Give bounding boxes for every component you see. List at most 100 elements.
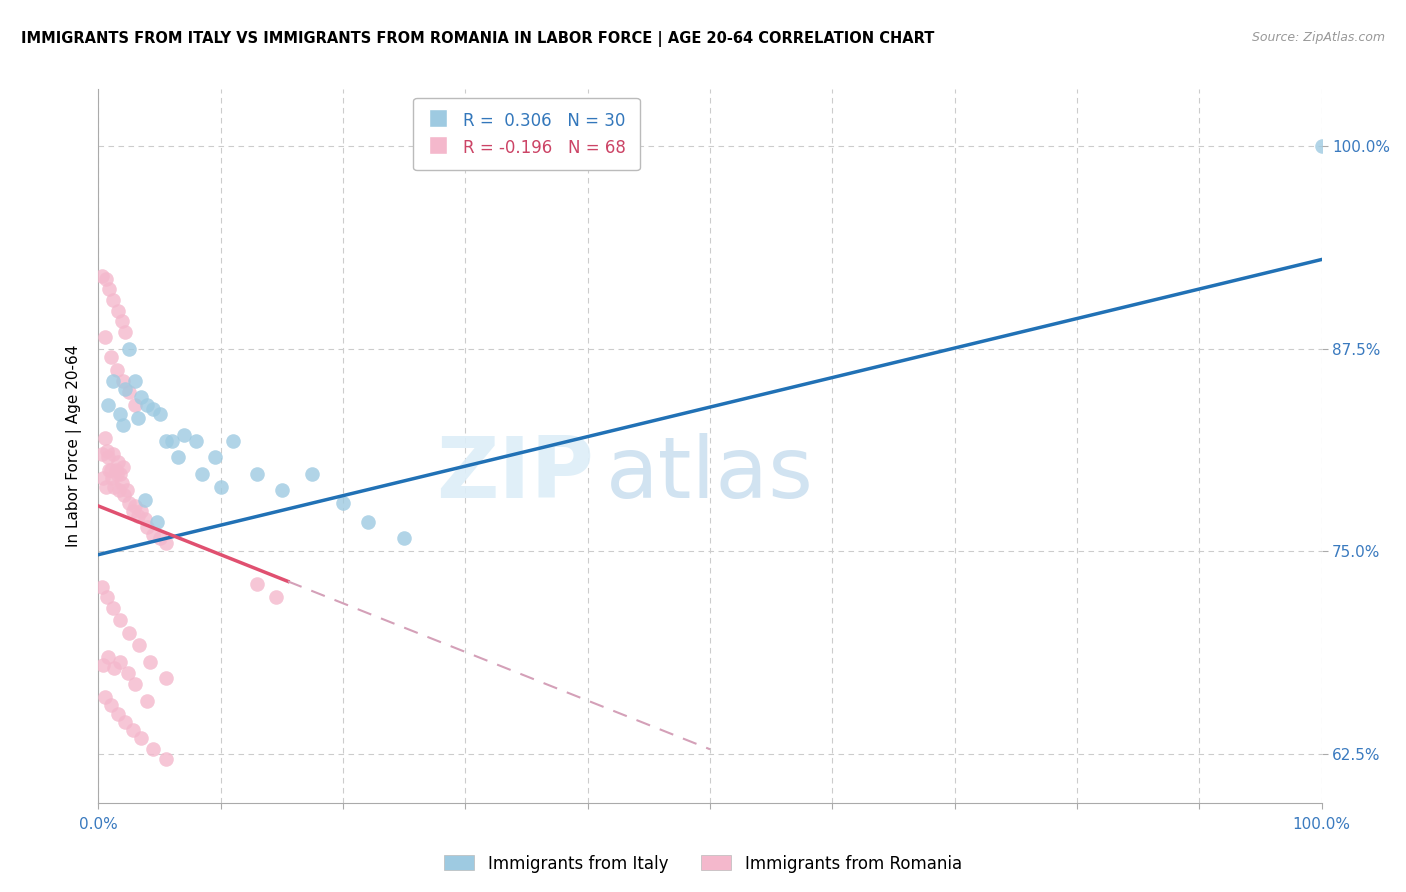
Legend: Immigrants from Italy, Immigrants from Romania: Immigrants from Italy, Immigrants from R… — [437, 848, 969, 880]
Point — [191, 467, 214, 481]
Point — [264, 590, 287, 604]
Point — [97, 450, 120, 465]
Point — [134, 492, 156, 507]
Point — [96, 443, 118, 458]
Point — [91, 471, 114, 485]
Point — [136, 520, 159, 534]
Text: ZIP: ZIP — [436, 433, 593, 516]
Point — [111, 417, 134, 432]
Point — [246, 467, 269, 481]
Point — [204, 450, 226, 465]
Point — [100, 350, 122, 364]
Point — [209, 479, 232, 493]
Point — [155, 536, 177, 550]
Point — [110, 613, 132, 627]
Point — [93, 690, 115, 705]
Point — [100, 698, 122, 713]
Point — [98, 463, 121, 477]
Text: atlas: atlas — [606, 433, 814, 516]
Point — [1310, 139, 1333, 153]
Point — [127, 508, 149, 523]
Point — [149, 532, 172, 546]
Point — [121, 504, 143, 518]
Point — [129, 504, 152, 518]
Point — [136, 693, 159, 707]
Point — [301, 467, 323, 481]
Point — [103, 479, 125, 493]
Point — [129, 390, 152, 404]
Point — [155, 752, 177, 766]
Point — [121, 723, 143, 737]
Point — [222, 434, 245, 449]
Point — [146, 515, 169, 529]
Point — [124, 499, 146, 513]
Point — [110, 655, 132, 669]
Point — [110, 407, 132, 421]
Point — [173, 427, 195, 442]
Point — [94, 272, 117, 286]
Point — [124, 374, 146, 388]
Point — [97, 649, 120, 664]
Point — [111, 476, 134, 491]
Point — [139, 655, 162, 669]
Point — [103, 661, 125, 675]
Point — [107, 706, 129, 721]
Point — [101, 471, 124, 485]
Point — [129, 731, 152, 745]
Point — [136, 399, 159, 413]
Legend: R =  0.306   N = 30, R = -0.196   N = 68: R = 0.306 N = 30, R = -0.196 N = 68 — [413, 97, 640, 169]
Point — [149, 407, 172, 421]
Point — [128, 639, 150, 653]
Point — [111, 460, 134, 475]
Point — [111, 314, 134, 328]
Text: Source: ZipAtlas.com: Source: ZipAtlas.com — [1251, 31, 1385, 45]
Point — [101, 374, 124, 388]
Point — [118, 385, 141, 400]
Point — [101, 293, 124, 307]
Point — [96, 590, 118, 604]
Point — [270, 483, 294, 497]
Point — [134, 512, 156, 526]
Point — [112, 488, 135, 502]
Text: IMMIGRANTS FROM ITALY VS IMMIGRANTS FROM ROMANIA IN LABOR FORCE | AGE 20-64 CORR: IMMIGRANTS FROM ITALY VS IMMIGRANTS FROM… — [21, 31, 935, 47]
Point — [114, 714, 136, 729]
Point — [124, 399, 146, 413]
Point — [155, 671, 177, 685]
Point — [110, 467, 132, 481]
Point — [91, 580, 114, 594]
Point — [94, 479, 117, 493]
Point — [107, 304, 129, 318]
Point — [356, 515, 378, 529]
Point — [91, 268, 114, 283]
Point — [118, 625, 141, 640]
Point — [114, 382, 136, 396]
Point — [104, 463, 127, 477]
Point — [127, 411, 149, 425]
Point — [392, 532, 416, 546]
Point — [111, 374, 134, 388]
Point — [93, 431, 115, 445]
Point — [100, 463, 122, 477]
Point — [108, 483, 131, 497]
Point — [97, 399, 120, 413]
Point — [142, 528, 165, 542]
Point — [114, 326, 136, 340]
Point — [91, 657, 114, 672]
Point — [115, 483, 138, 497]
Point — [101, 447, 124, 461]
Point — [124, 677, 146, 691]
Point — [155, 434, 177, 449]
Point — [105, 363, 128, 377]
Point — [142, 742, 165, 756]
Point — [107, 455, 129, 469]
Point — [91, 447, 114, 461]
Point — [93, 330, 115, 344]
Point — [98, 282, 121, 296]
Point — [118, 496, 141, 510]
Point — [246, 577, 269, 591]
Point — [332, 496, 354, 510]
Point — [167, 450, 190, 465]
Point — [117, 666, 139, 681]
Point — [186, 434, 208, 449]
Point — [118, 342, 141, 356]
